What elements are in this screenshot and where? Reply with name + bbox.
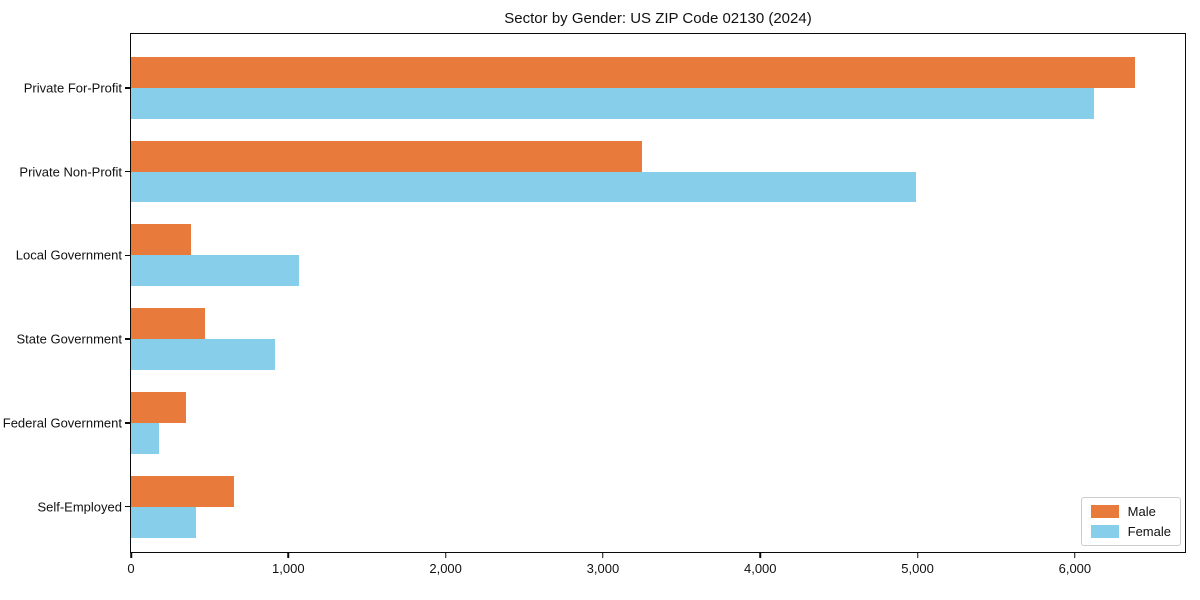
- x-axis-tick: [1074, 553, 1076, 558]
- legend-label-male: Male: [1127, 504, 1156, 519]
- bar-male-private-non-profit: [131, 140, 643, 172]
- y-axis-label-self-employed: Self-Employed: [37, 499, 122, 515]
- x-axis-tick: [287, 553, 290, 558]
- bar-male-private-for-profit: [131, 56, 1135, 88]
- y-axis-label-federal-government: Federal Government: [2, 415, 122, 431]
- x-axis-tick-label: 6,000: [1058, 561, 1092, 576]
- x-axis-tick: [759, 553, 761, 558]
- bar-female-self-employed: [131, 506, 197, 538]
- legend-entry-female: Female: [1090, 524, 1171, 539]
- female-series-swatch: [1090, 525, 1119, 538]
- y-axis-tick: [125, 338, 130, 340]
- x-axis-tick: [602, 553, 604, 558]
- y-axis-tick: [125, 505, 130, 508]
- chart-title: Sector by Gender: US ZIP Code 02130 (202…: [504, 10, 812, 27]
- y-axis-label-private-for-profit: Private For-Profit: [23, 80, 122, 96]
- bar-male-federal-government: [131, 392, 187, 423]
- plot-area: Male Female Private For-Profit Private No…: [3, 33, 1186, 576]
- y-axis-label-private-non-profit: Private Non-Profit: [19, 164, 122, 180]
- y-axis-tick: [125, 87, 130, 89]
- legend-entry-male: Male: [1090, 504, 1171, 519]
- y-axis-tick: [125, 254, 130, 257]
- x-axis-tick-label: 1,000: [272, 561, 305, 576]
- male-series-swatch: [1090, 505, 1119, 518]
- x-axis-tick: [130, 553, 132, 558]
- bar-female-state-government: [131, 339, 275, 370]
- y-axis-label-local-government: Local Government: [15, 247, 122, 263]
- bar-male-self-employed: [131, 475, 235, 507]
- x-axis-tick-label: 0: [127, 561, 135, 576]
- y-axis-tick: [125, 422, 130, 424]
- bar-male-local-government: [131, 224, 191, 256]
- bar-male-state-government: [131, 308, 205, 340]
- bar-female-private-non-profit: [131, 171, 916, 203]
- y-axis-label-state-government: State Government: [16, 331, 123, 347]
- legend-label-female: Female: [1127, 524, 1171, 539]
- y-axis-tick: [125, 170, 130, 173]
- bar-female-private-for-profit: [131, 87, 1094, 119]
- bar-female-federal-government: [131, 422, 160, 454]
- x-axis-tick-label: 2,000: [429, 561, 462, 576]
- x-axis-tick-label: 3,000: [586, 561, 620, 576]
- legend: Male Female: [1080, 497, 1181, 546]
- x-axis-tick: [444, 553, 447, 558]
- x-axis-tick: [916, 553, 919, 558]
- x-axis-tick-label: 4,000: [743, 561, 777, 576]
- x-axis-tick-label: 5,000: [901, 561, 934, 576]
- bar-female-local-government: [131, 255, 300, 287]
